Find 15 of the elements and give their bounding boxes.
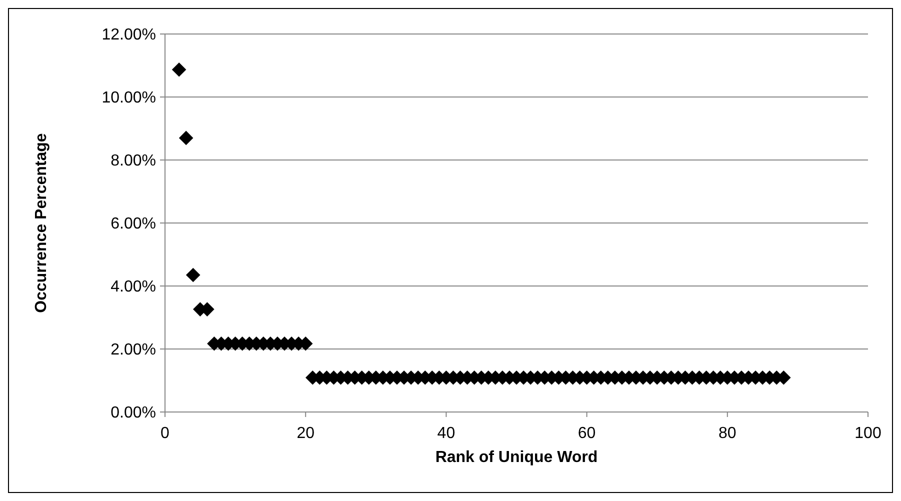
y-tick-label: 8.00% (110, 152, 156, 170)
y-tick-label: 0.00% (110, 404, 156, 422)
x-tick-label: 100 (854, 425, 882, 442)
x-tick-label: 20 (296, 425, 315, 442)
y-tick-label: 2.00% (110, 342, 156, 359)
y-tick-label: 4.00% (110, 278, 156, 296)
y-tick-label: 10.00% (102, 90, 156, 107)
x-tick-label: 40 (437, 425, 456, 442)
x-tick-label: 0 (160, 425, 170, 442)
x-axis-title: Rank of Unique Word (435, 449, 598, 466)
y-tick-label: 12.00% (102, 26, 156, 44)
x-tick-label: 80 (718, 425, 736, 442)
y-axis-title: Occurrence Percentage (33, 133, 50, 313)
x-tick-label: 60 (578, 425, 596, 442)
y-tick-label: 6.00% (110, 216, 156, 233)
